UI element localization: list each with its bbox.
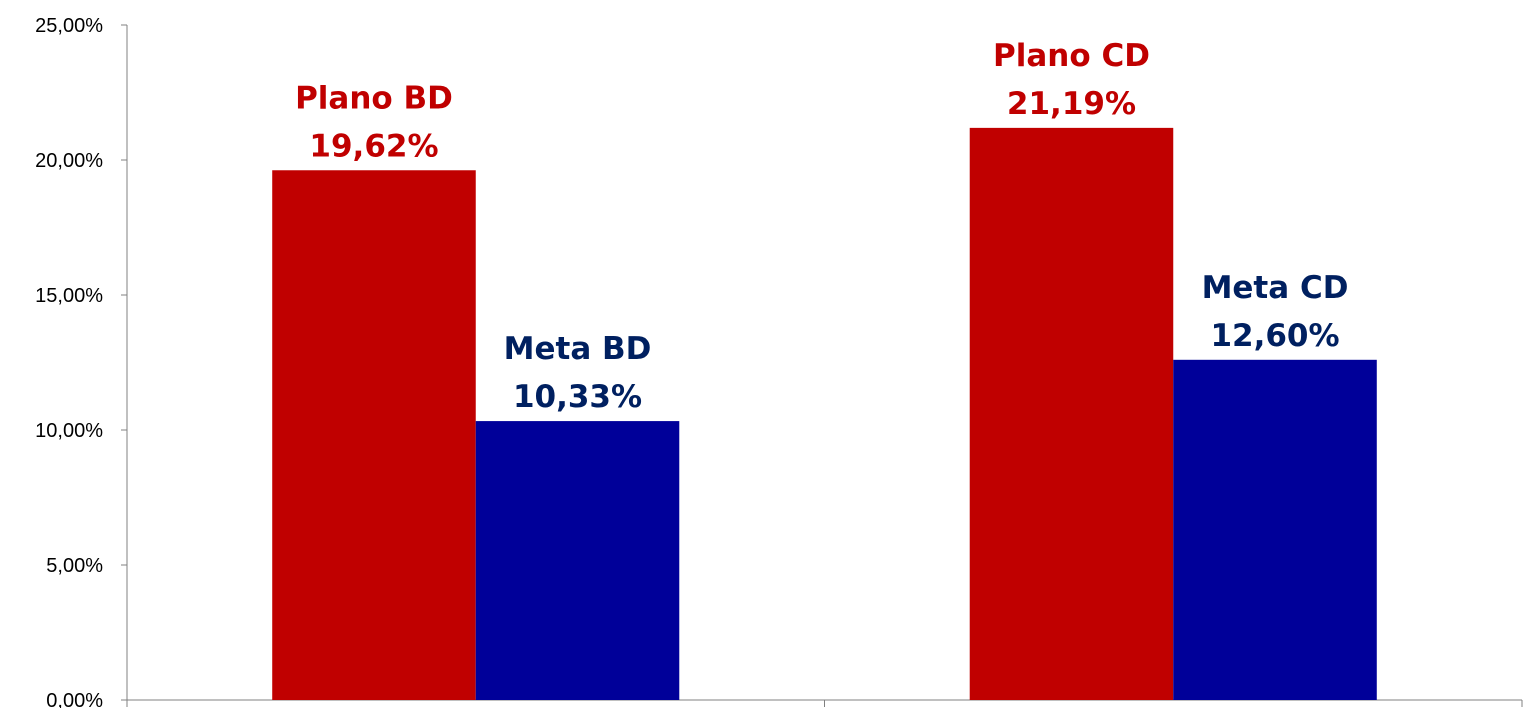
bar-data-label: Plano CD — [993, 38, 1150, 74]
bar-data-label: Meta BD — [504, 331, 652, 367]
y-tick-label: 0,00% — [46, 690, 103, 708]
bar-data-label: Meta CD — [1202, 270, 1349, 306]
bar-data-label: Plano BD — [295, 80, 453, 116]
bar-data-label: 21,19% — [1007, 86, 1136, 122]
bar — [475, 421, 680, 700]
y-axis: 0,00% 5,00% 10,00% 15,00% 20,00% 25,00% — [35, 15, 128, 708]
data-labels-group: Plano BD 19,62% Meta BD 10,33% Plano CD 21,19… — [295, 38, 1348, 415]
bar — [969, 127, 1174, 701]
y-tick-label: 10,00% — [35, 420, 103, 442]
y-tick-label: 25,00% — [35, 15, 103, 37]
bar-data-label: 19,62% — [309, 128, 438, 164]
bar — [272, 170, 476, 700]
bar-data-label: 12,60% — [1210, 318, 1339, 354]
bars-group — [272, 127, 1377, 701]
bar-data-label: 10,33% — [513, 379, 642, 415]
y-tick-label: 15,00% — [35, 285, 103, 307]
x-axis — [126, 699, 1523, 707]
y-tick-label: 5,00% — [46, 555, 103, 577]
y-tick-label: 20,00% — [35, 150, 103, 172]
bar — [1173, 359, 1377, 700]
